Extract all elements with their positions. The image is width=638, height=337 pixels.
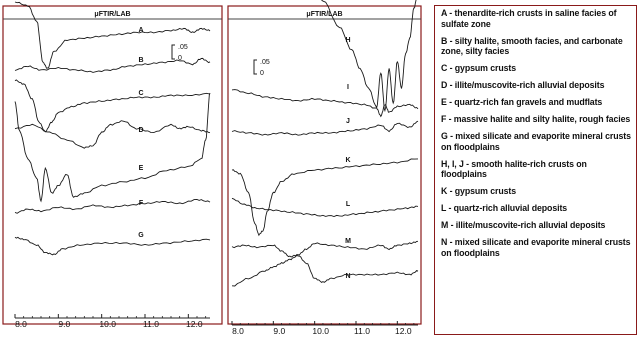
series-label-a: A [138, 27, 143, 34]
x-tick-label: 8.0 [232, 326, 244, 336]
legend-item-c: C - gypsum crusts [441, 63, 517, 73]
series-label-g: G [138, 232, 144, 239]
legend-item-hij: H, I, J - smooth halite-rich crusts on f… [441, 158, 587, 180]
x-tick-label: 10.0 [312, 326, 329, 336]
legend-item-m: M - illite/muscovite-rich alluvial depos… [441, 220, 606, 230]
legend-item-e: E - quartz-rich fan gravels and mudflats [441, 97, 603, 107]
spectrum-line-e [14, 92, 211, 203]
spectrum-line-k [231, 158, 419, 237]
scale-bar-lower-label: 0 [178, 55, 182, 62]
spectrum-line-j [231, 120, 419, 136]
x-tick-label: 9.0 [58, 319, 70, 329]
series-label-c: C [138, 90, 143, 97]
series-label-h: H [345, 37, 350, 44]
legend-item-l: L - quartz-rich alluvial deposits [441, 203, 568, 213]
x-tick-label: 11.0 [354, 326, 370, 336]
panel-title: μFTIR/LAB [306, 11, 342, 18]
legend-item-b: B - silty halite, smooth facies, and car… [441, 35, 623, 57]
series-label-i: I [347, 84, 349, 91]
scale-bar [253, 59, 257, 75]
x-tick-label: 10.0 [99, 319, 116, 329]
series-label-d: D [138, 127, 143, 134]
legend-item-a: A - thenardite-rich crusts in saline fac… [441, 8, 617, 29]
scale-bar-lower-label: 0 [260, 70, 264, 77]
series-label-m: M [345, 238, 351, 245]
x-tick-label: 11.0 [143, 319, 159, 329]
series-label-f: F [139, 200, 144, 207]
series-label-k: K [345, 157, 350, 164]
series-label-e: E [139, 165, 144, 172]
panel-title: μFTIR/LAB [94, 11, 130, 18]
legend-item-f: F - massive halite and silty halite, rou… [441, 114, 631, 124]
series-label-b: B [138, 57, 143, 64]
legend-item-k: K - gypsum crusts [441, 186, 517, 196]
x-tick-label: 9.0 [273, 326, 285, 336]
series-label-n: N [345, 273, 350, 280]
spectrum-line-d [14, 120, 211, 149]
spectrum-line-b [14, 57, 211, 73]
x-tick-label: 12.0 [395, 326, 412, 336]
series-label-j: J [346, 118, 350, 125]
spectrum-line-f [14, 199, 211, 214]
spectrum-line-n [231, 254, 419, 287]
legend-item-d: D - illite/muscovite-rich alluvial depos… [441, 80, 605, 90]
spectrum-line-g [14, 236, 211, 256]
x-tick-label: 8.0 [15, 319, 27, 329]
spectrum-line-l [231, 197, 419, 217]
spectrum-line-c [14, 79, 211, 133]
x-tick-label: 12.0 [186, 319, 203, 329]
spectrum-line-m [231, 240, 419, 258]
legend-item-n: N - mixed silicate and evaporite mineral… [441, 237, 631, 258]
spectrum-line-i [231, 89, 419, 118]
legend-item-g: G - mixed silicate and evaporite mineral… [441, 131, 631, 152]
legend-box: A - thenardite-rich crusts in saline fac… [434, 5, 637, 335]
panel-frame [227, 5, 422, 325]
spectrum-line-h [320, 0, 417, 113]
panel-frame [2, 5, 223, 325]
scale-bar [171, 44, 175, 60]
scale-bar-upper-label: .05 [260, 59, 270, 66]
spectrum-line-a [14, 1, 211, 70]
series-label-l: L [346, 201, 351, 208]
scale-bar-upper-label: .05 [178, 44, 188, 51]
